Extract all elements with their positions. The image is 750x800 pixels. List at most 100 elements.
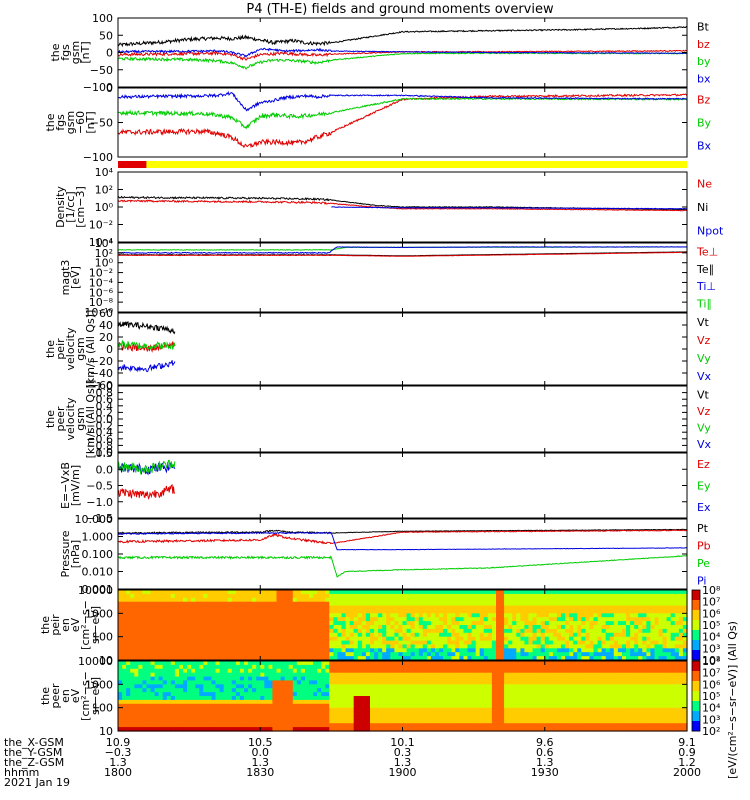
- heatmap-cell: [248, 672, 253, 678]
- heatmap-cell: [183, 703, 188, 709]
- heatmap-cell: [577, 715, 582, 720]
- heatmap-cell: [195, 597, 200, 603]
- heatmap-cell: [487, 593, 493, 599]
- heatmap-cell: [174, 684, 180, 689]
- heatmap-cell: [459, 621, 465, 626]
- heatmap-cell: [215, 609, 221, 614]
- heatmap-cell: [337, 597, 343, 603]
- heatmap-cell: [552, 684, 558, 689]
- heatmap-cell: [394, 727, 400, 732]
- heatmap-cell: [158, 664, 164, 670]
- heatmap-cell: [231, 597, 237, 603]
- heatmap-cell: [414, 590, 420, 595]
- heatmap-cell: [244, 688, 249, 693]
- heatmap-cell: [268, 648, 274, 653]
- heatmap-cell: [402, 590, 408, 595]
- heatmap-cell: [479, 707, 485, 713]
- y-tick-label: 100: [92, 631, 113, 644]
- heatmap-cell: [386, 644, 391, 649]
- y-tick-label: −20: [90, 355, 113, 368]
- heatmap-cell: [284, 692, 290, 697]
- heatmap-cell: [475, 601, 481, 607]
- heatmap-cell: [138, 715, 143, 720]
- heatmap-cell: [341, 590, 347, 595]
- heatmap-cell: [561, 715, 566, 720]
- heatmap-cell: [455, 613, 460, 618]
- heatmap-cell: [577, 672, 582, 678]
- heatmap-cell: [443, 617, 448, 622]
- heatmap-cell: [426, 656, 432, 661]
- heatmap-cell: [569, 723, 574, 728]
- heatmap-cell: [500, 672, 505, 678]
- heatmap-cell: [435, 688, 440, 693]
- heatmap-cell: [532, 621, 538, 626]
- heatmap-cell: [122, 719, 127, 724]
- heatmap-cell: [520, 656, 526, 661]
- heatmap-cell: [642, 601, 647, 607]
- heatmap-cell: [179, 644, 184, 649]
- heatmap-cell: [280, 668, 286, 674]
- heatmap-cell: [386, 628, 391, 634]
- heatmap-cell: [329, 719, 334, 724]
- heatmap-cell: [122, 605, 127, 611]
- heatmap-cell: [524, 632, 530, 638]
- heatmap-cell: [191, 723, 196, 728]
- heatmap-cell: [459, 644, 465, 649]
- heatmap-cell: [443, 640, 448, 646]
- heatmap-cell: [158, 590, 164, 595]
- heatmap-cell: [158, 652, 164, 657]
- heatmap-cell: [410, 613, 416, 618]
- heatmap-cell: [276, 605, 282, 611]
- heatmap-cell: [146, 676, 152, 682]
- heatmap-cell: [284, 684, 290, 689]
- heatmap-cell: [146, 621, 152, 626]
- heatmap-cell: [325, 696, 330, 701]
- heatmap-cell: [528, 597, 534, 603]
- heatmap-cell: [666, 621, 672, 626]
- heatmap-cell: [154, 664, 160, 670]
- heatmap-cell: [183, 699, 188, 705]
- heatmap-cell: [309, 628, 314, 634]
- heatmap-cell: [455, 699, 460, 705]
- heatmap-cell: [231, 723, 237, 728]
- heatmap-cell: [370, 696, 375, 701]
- heatmap-cell: [626, 640, 631, 646]
- heatmap-cell: [365, 727, 371, 732]
- heatmap-cell: [573, 644, 578, 649]
- heatmap-cell: [349, 696, 355, 701]
- heatmap-cell: [577, 703, 582, 709]
- legend-label: Npot: [697, 224, 724, 237]
- heatmap-cell: [321, 711, 326, 717]
- heatmap-cell: [593, 617, 599, 622]
- heatmap-cell: [414, 593, 420, 599]
- heatmap-cell: [126, 668, 131, 674]
- heatmap-cell: [361, 664, 367, 670]
- heatmap-cell: [191, 719, 196, 724]
- heatmap-cell: [146, 723, 152, 728]
- heatmap-cell: [337, 668, 343, 674]
- heatmap-cell: [313, 727, 318, 732]
- heatmap-cell: [378, 640, 383, 646]
- heatmap-cell: [382, 593, 387, 599]
- heatmap-cell: [577, 590, 582, 595]
- heatmap-cell: [195, 688, 200, 693]
- heatmap-cell: [325, 711, 330, 717]
- heatmap-cell: [296, 597, 302, 603]
- heatmap-cell: [365, 703, 371, 709]
- heatmap-cell: [300, 617, 306, 622]
- heatmap-cell: [370, 601, 375, 607]
- heatmap-cell: [272, 644, 278, 649]
- heatmap-cell: [118, 636, 123, 642]
- heatmap-cell: [548, 613, 554, 618]
- heatmap-cell: [142, 680, 148, 685]
- heatmap-cell: [365, 715, 371, 720]
- heatmap-cell: [313, 676, 318, 682]
- heatmap-cell: [548, 656, 554, 661]
- heatmap-cell: [292, 684, 298, 689]
- heatmap-cell: [374, 672, 379, 678]
- heatmap-cell: [215, 632, 221, 638]
- heatmap-cell: [174, 703, 180, 709]
- heatmap-cell: [512, 601, 517, 607]
- heatmap-cell: [199, 692, 204, 697]
- heatmap-cell: [394, 648, 400, 653]
